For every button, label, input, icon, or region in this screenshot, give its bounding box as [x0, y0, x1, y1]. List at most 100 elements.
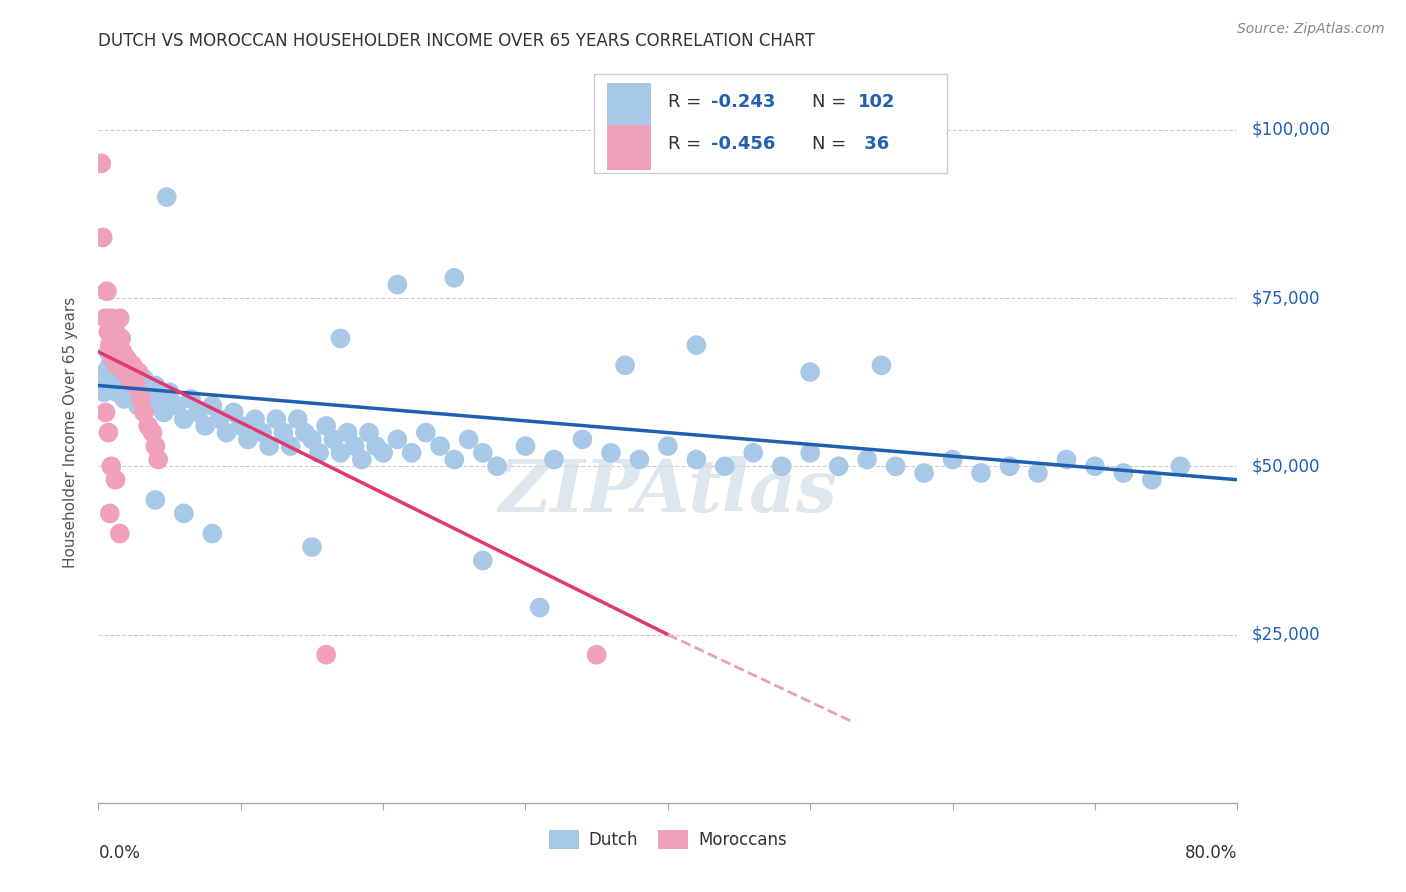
Point: [104, 473, 127, 487]
Point: [229, 418, 252, 433]
Point: [259, 439, 281, 453]
Point: [799, 365, 821, 379]
Point: [104, 378, 127, 392]
Point: [111, 385, 134, 400]
Point: [100, 311, 122, 326]
Bar: [607, 126, 651, 169]
Point: [1026, 466, 1049, 480]
Point: [770, 459, 793, 474]
Point: [115, 378, 138, 392]
Point: [194, 418, 217, 433]
Point: [208, 412, 231, 426]
Point: [215, 425, 238, 440]
Point: [543, 452, 565, 467]
Point: [94, 311, 117, 326]
Point: [103, 338, 125, 352]
Point: [742, 446, 765, 460]
Point: [98, 359, 121, 373]
Point: [628, 452, 651, 467]
Point: [101, 351, 124, 366]
Point: [124, 385, 146, 400]
Point: [97, 344, 120, 359]
Point: [373, 446, 395, 460]
Point: [828, 459, 851, 474]
Point: [401, 446, 423, 460]
Point: [457, 433, 479, 447]
Point: [149, 392, 172, 406]
Point: [148, 452, 170, 467]
Point: [287, 412, 309, 426]
Point: [884, 459, 907, 474]
Bar: [607, 83, 651, 128]
Point: [970, 466, 993, 480]
Point: [127, 399, 149, 413]
Point: [364, 439, 387, 453]
Point: [129, 392, 152, 406]
Point: [912, 466, 935, 480]
Point: [1170, 459, 1192, 474]
Point: [343, 439, 366, 453]
Point: [121, 359, 143, 373]
Point: [103, 365, 125, 379]
Point: [91, 372, 114, 386]
Point: [429, 439, 451, 453]
Text: N =: N =: [813, 93, 852, 111]
Y-axis label: Householder Income Over 65 years: Householder Income Over 65 years: [63, 297, 77, 568]
Point: [201, 526, 224, 541]
Point: [942, 452, 965, 467]
Point: [998, 459, 1021, 474]
Point: [266, 412, 288, 426]
Point: [799, 446, 821, 460]
Point: [856, 452, 879, 467]
Point: [336, 425, 359, 440]
Point: [329, 446, 352, 460]
Point: [127, 365, 149, 379]
Point: [870, 359, 893, 373]
Text: 0.0%: 0.0%: [98, 844, 141, 862]
Point: [105, 385, 128, 400]
Point: [96, 285, 118, 299]
Point: [108, 526, 131, 541]
Point: [129, 392, 152, 406]
Point: [201, 399, 224, 413]
Point: [486, 459, 509, 474]
Point: [98, 507, 121, 521]
Point: [110, 331, 132, 345]
Text: $25,000: $25,000: [1251, 625, 1320, 643]
Point: [100, 372, 122, 386]
Point: [600, 446, 623, 460]
Point: [614, 359, 637, 373]
Point: [98, 338, 121, 352]
Point: [145, 439, 167, 453]
Point: [471, 446, 494, 460]
Point: [153, 405, 176, 419]
Point: [136, 385, 159, 400]
Point: [111, 344, 134, 359]
Point: [145, 492, 167, 507]
Point: [571, 433, 593, 447]
Point: [132, 372, 155, 386]
Point: [585, 648, 607, 662]
Point: [145, 378, 167, 392]
Text: ZIPAtlas: ZIPAtlas: [499, 457, 837, 527]
Point: [180, 392, 202, 406]
Point: [301, 433, 323, 447]
Point: [141, 425, 163, 440]
Point: [166, 399, 188, 413]
Point: [273, 425, 295, 440]
Point: [387, 433, 409, 447]
Point: [685, 338, 707, 352]
Point: [222, 405, 245, 419]
Point: [322, 433, 344, 447]
Point: [529, 600, 551, 615]
Point: [280, 439, 302, 453]
Point: [471, 553, 494, 567]
Legend: Dutch, Moroccans: Dutch, Moroccans: [540, 822, 796, 857]
Point: [96, 378, 118, 392]
Point: [1056, 452, 1078, 467]
Text: 80.0%: 80.0%: [1185, 844, 1237, 862]
Point: [294, 425, 316, 440]
Point: [97, 425, 120, 440]
Text: N =: N =: [813, 135, 852, 153]
Point: [685, 452, 707, 467]
